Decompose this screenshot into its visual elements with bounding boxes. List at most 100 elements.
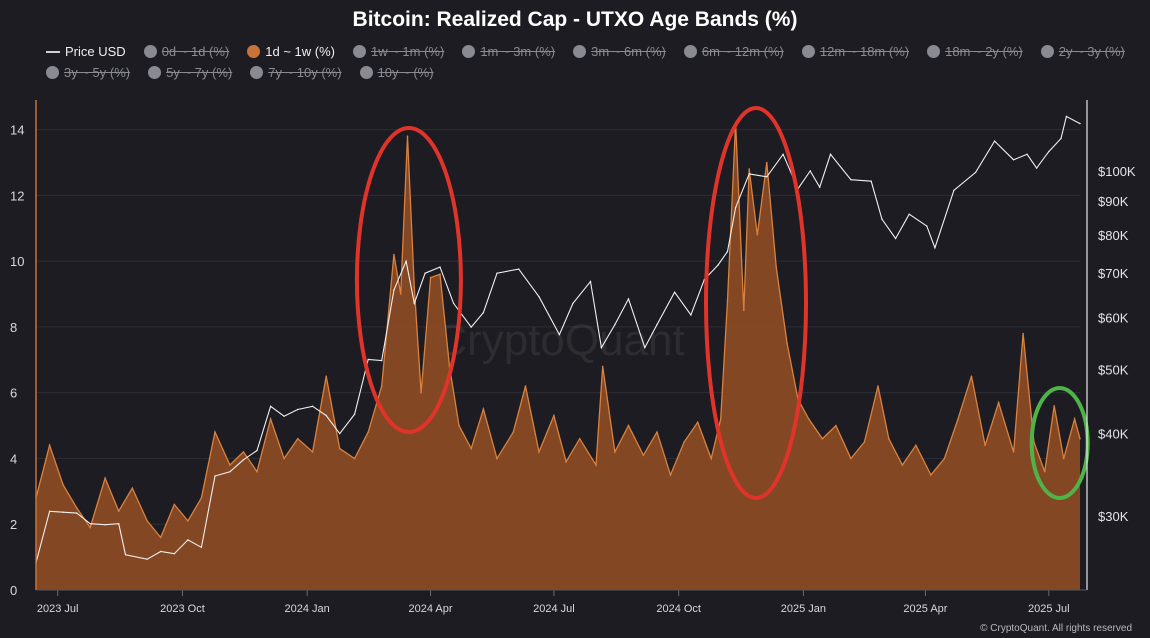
price-data-point: [393, 289, 395, 291]
price-data-point: [62, 511, 64, 513]
legend-item[interactable]: 18m ~ 2y (%): [927, 44, 1023, 59]
price-data-point: [974, 171, 977, 174]
price-data-point: [173, 553, 175, 555]
price-data-point: [118, 523, 120, 525]
price-data-point: [870, 180, 872, 182]
legend-item[interactable]: 0d ~ 1d (%): [143, 44, 229, 59]
price-data-point: [439, 266, 441, 268]
legend-item[interactable]: 1m ~ 3m (%): [462, 44, 555, 59]
area-data-point: [808, 418, 810, 420]
area-data-point: [821, 437, 824, 440]
area-data-point: [406, 135, 409, 137]
legend-item[interactable]: 6m ~ 12m (%): [683, 44, 784, 59]
price-data-point: [656, 323, 658, 326]
area-data-point: [726, 299, 729, 302]
price-data-point: [104, 524, 106, 526]
legend-item[interactable]: 10y ~ (%): [359, 65, 434, 80]
legend-item[interactable]: 7y ~ 10y (%): [250, 65, 342, 80]
area-data-point: [524, 385, 527, 387]
price-data-point: [518, 268, 520, 270]
price-data-point: [76, 512, 78, 514]
price-data-point: [311, 405, 314, 407]
price-data-point: [325, 414, 327, 417]
price-data-point: [89, 523, 91, 525]
legend-item[interactable]: 3y ~ 5y (%): [46, 65, 130, 80]
price-data-point: [673, 291, 676, 293]
area-data-point: [214, 431, 216, 433]
area-data-point: [482, 408, 485, 410]
legend-label: 5y ~ 7y (%): [166, 65, 233, 80]
y-left-tick-label: 8: [10, 320, 17, 335]
price-data-point: [496, 272, 498, 274]
area-data-point: [642, 454, 645, 457]
highlight-ellipse-green: [1029, 386, 1090, 500]
price-data-point: [242, 459, 245, 461]
area-data-point: [601, 365, 604, 368]
chart-title: Bitcoin: Realized Cap - UTXO Age Bands (…: [352, 8, 798, 31]
price-data-point: [829, 153, 832, 155]
y-left-tick-label: 0: [10, 583, 17, 598]
area-data-point: [413, 286, 416, 289]
area-data-point: [775, 266, 778, 269]
price-data-point: [734, 206, 737, 209]
price-data-point: [269, 405, 272, 407]
legend-label: 12m ~ 18m (%): [819, 44, 910, 59]
price-data-point: [894, 237, 897, 240]
area-data-point: [470, 447, 473, 450]
line-swatch-icon: [46, 50, 60, 53]
area-data-point: [627, 424, 630, 427]
area-data-point: [311, 451, 314, 453]
y-right-tick-label: $90K: [1098, 194, 1129, 209]
area-data-point: [656, 431, 658, 433]
area-data-point: [1053, 405, 1055, 407]
area-data-point: [756, 234, 759, 236]
area-data-point: [393, 253, 395, 256]
area-data-point: [766, 161, 768, 164]
price-data-point: [297, 408, 299, 411]
area-data-point: [578, 437, 581, 440]
area-data-point: [863, 441, 866, 443]
area-data-point: [877, 385, 879, 387]
legend-label: 10y ~ (%): [377, 65, 434, 80]
area-data-point: [159, 536, 162, 539]
area-data-point: [915, 444, 917, 447]
area-data-point: [429, 276, 432, 279]
series-dot-icon: [46, 66, 59, 79]
price-data-point: [367, 358, 369, 361]
price-data-point: [1035, 167, 1038, 169]
price-data-point: [782, 153, 784, 155]
legend-item[interactable]: 5y ~ 7y (%): [148, 65, 232, 80]
legend-item[interactable]: Price USD: [46, 44, 126, 59]
area-data-point: [353, 457, 356, 460]
area-data-point: [75, 507, 78, 509]
y-right-tick-label: $80K: [1098, 228, 1129, 243]
legend-item[interactable]: 1w ~ 1m (%): [353, 44, 444, 59]
y-left-tick-label: 10: [10, 254, 24, 269]
price-data-point: [283, 415, 285, 417]
legend-item[interactable]: 2y ~ 3y (%): [1040, 44, 1125, 59]
area-data-point: [229, 464, 231, 466]
series-dot-icon: [462, 45, 476, 58]
highlight-ellipse-red: [704, 106, 808, 500]
series-dot-icon: [683, 45, 697, 58]
area-data-point: [380, 385, 383, 387]
legend-item[interactable]: 12m ~ 18m (%): [801, 44, 910, 59]
price-data-point: [717, 264, 719, 266]
area-data-point: [786, 342, 788, 345]
legend-item[interactable]: 3m ~ 6m (%): [573, 44, 666, 59]
area-data-point: [984, 444, 986, 447]
axes-layer: 0 2 4 6 8 10 12 14 $30K $40K $50K $60K $70K $80K $90K $…: [10, 100, 1136, 615]
price-data-point: [993, 140, 996, 142]
area-data-point: [89, 526, 91, 529]
price-data-point: [1026, 153, 1028, 155]
price-data-point: [614, 323, 616, 326]
area-data-point: [997, 401, 1000, 404]
price-data-point: [726, 250, 729, 253]
legend-item[interactable]: 1d ~ 1w (%): [247, 44, 335, 59]
area-data-point: [512, 431, 515, 433]
area-data-point: [850, 457, 852, 460]
legend-label: Price USD: [65, 44, 126, 59]
chart-legend: Price USD 0d ~ 1d (%) 1d ~ 1w (%) 1w ~ 1m (…: [46, 44, 1126, 80]
area-data-point: [256, 470, 258, 473]
